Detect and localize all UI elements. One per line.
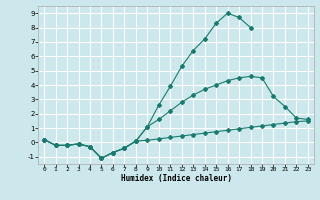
X-axis label: Humidex (Indice chaleur): Humidex (Indice chaleur) bbox=[121, 174, 231, 183]
